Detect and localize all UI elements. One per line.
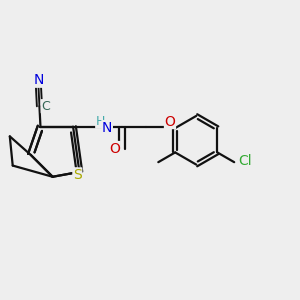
Text: O: O: [164, 115, 175, 128]
Text: S: S: [73, 168, 82, 182]
Text: N: N: [33, 73, 43, 87]
Text: O: O: [109, 142, 120, 155]
Text: N: N: [102, 121, 112, 135]
Text: C: C: [41, 100, 50, 113]
Text: Cl: Cl: [239, 154, 252, 168]
Text: H: H: [96, 115, 105, 128]
